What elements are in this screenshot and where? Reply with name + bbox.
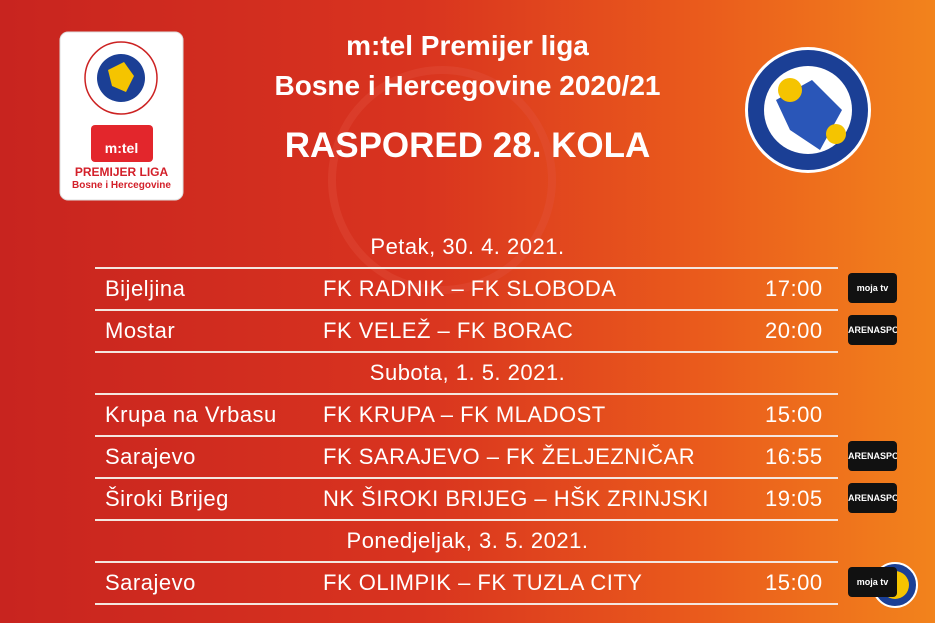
- match: NK ŠIROKI BRIJEG – HŠK ZRINJSKI: [323, 486, 709, 511]
- city: Krupa na Vrbasu: [105, 402, 277, 427]
- day-heading: Subota, 1. 5. 2021.: [369, 360, 566, 385]
- tv-channel: ARENASPORT: [848, 483, 897, 513]
- tv-channel: ARENASPORT: [848, 315, 897, 345]
- city: Mostar: [105, 318, 176, 343]
- tv-channel: ARENASPORT: [848, 441, 897, 471]
- match: FK RADNIK – FK SLOBODA: [323, 276, 617, 301]
- subtitle: RASPORED 28. KOLA: [284, 126, 651, 165]
- divider: [95, 561, 838, 563]
- divider: [95, 435, 838, 437]
- kickoff-time: 15:00: [765, 402, 823, 427]
- title: m:tel Premijer liga: [346, 30, 589, 61]
- match: FK VELEŽ – FK BORAC: [323, 318, 574, 343]
- city: Sarajevo: [105, 570, 196, 595]
- logo-brand: m:tel: [104, 140, 139, 156]
- kickoff-time: 16:55: [765, 444, 823, 469]
- kickoff-time: 17:00: [765, 276, 823, 301]
- city: Široki Brijeg: [105, 486, 229, 511]
- logo-region: Bosne i Hercegovine: [72, 180, 171, 191]
- kickoff-time: 20:00: [765, 318, 823, 343]
- match: FK KRUPA – FK MLADOST: [323, 402, 606, 427]
- tv-channel: moja tv: [848, 567, 897, 597]
- match: FK SARAJEVO – FK ŽELJEZNIČAR: [323, 444, 696, 469]
- city: Bijeljina: [105, 276, 186, 301]
- divider: [95, 477, 838, 479]
- kickoff-time: 15:00: [765, 570, 823, 595]
- divider: [95, 267, 838, 269]
- divider: [95, 519, 838, 521]
- match: FK OLIMPIK – FK TUZLA CITY: [323, 570, 643, 595]
- divider: [95, 351, 838, 353]
- day-heading: Ponedjeljak, 3. 5. 2021.: [346, 528, 589, 553]
- kickoff-time: 19:05: [765, 486, 823, 511]
- city: Sarajevo: [105, 444, 196, 469]
- divider: [95, 309, 838, 311]
- logo-name: PREMIJER LIGA: [74, 165, 169, 179]
- divider: [95, 603, 838, 605]
- day-heading: Petak, 30. 4. 2021.: [370, 234, 565, 259]
- divider: [95, 393, 838, 395]
- tv-channel: moja tv: [848, 273, 897, 303]
- title: Bosne i Hercegovine 2020/21: [274, 70, 661, 101]
